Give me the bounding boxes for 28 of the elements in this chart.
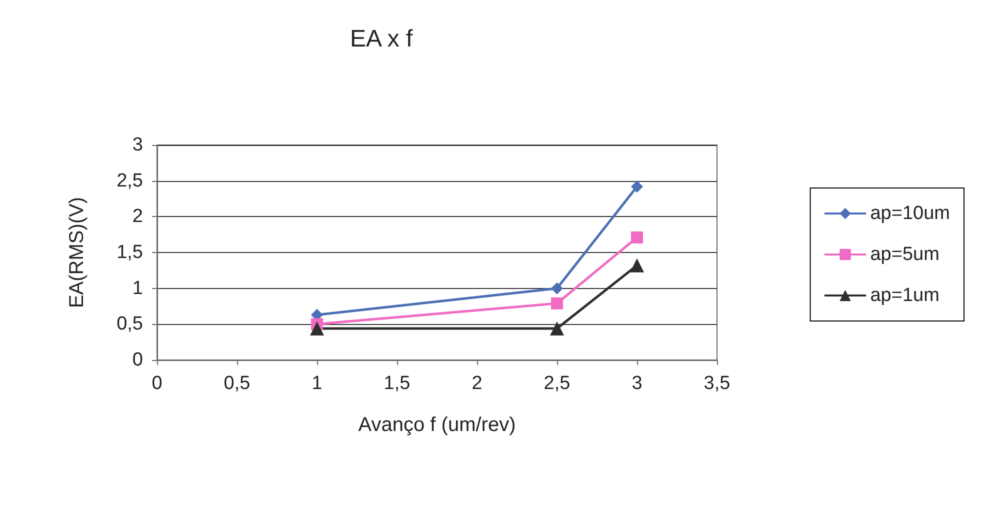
y-tick-label: 2,5 xyxy=(116,170,143,192)
x-tick-label: 1,5 xyxy=(384,373,410,394)
y-tick-label: 1 xyxy=(132,278,143,299)
y-tick-label: 0 xyxy=(132,350,143,370)
x-tick-label: 0 xyxy=(152,373,162,394)
point xyxy=(310,321,324,336)
y-tick-label: 3 xyxy=(132,134,143,156)
chart-title: EA x f xyxy=(350,26,414,52)
y-tick-label: 0,5 xyxy=(116,314,143,335)
x-axis-title: Avanço f (um/rev) xyxy=(358,414,516,436)
point xyxy=(631,180,643,193)
y-tick-label: 1,5 xyxy=(116,242,143,263)
y-tick-label: 2 xyxy=(132,206,143,228)
legend-label: ap=1um xyxy=(870,285,940,306)
x-tick-label: 1 xyxy=(312,373,322,394)
point xyxy=(631,231,643,244)
legend-label: ap=5um xyxy=(870,244,940,265)
point xyxy=(551,282,563,294)
x-tick-label: 2,5 xyxy=(544,373,570,394)
x-tick-label: 0,5 xyxy=(224,373,250,394)
x-tick-label: 2 xyxy=(472,373,482,394)
y-axis-title: EA(RMS)(V) xyxy=(66,196,88,308)
point xyxy=(550,321,564,336)
point xyxy=(630,258,644,272)
point xyxy=(551,297,563,310)
x-tick-label: 3 xyxy=(632,373,642,394)
legend-label: ap=10um xyxy=(870,203,950,224)
x-tick-label: 3,5 xyxy=(704,373,730,394)
